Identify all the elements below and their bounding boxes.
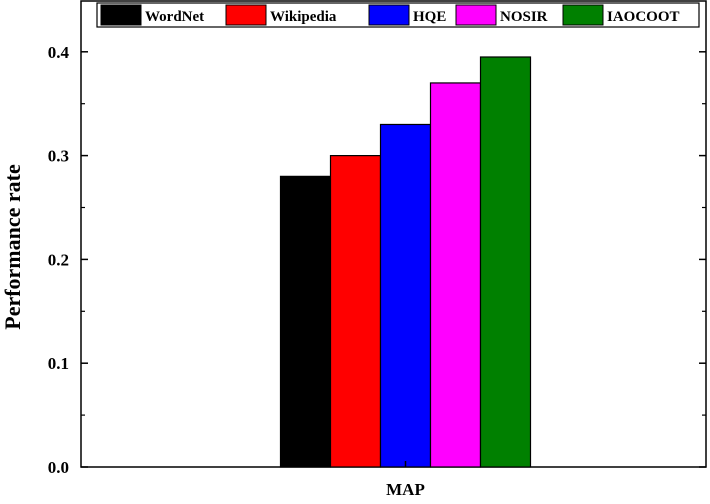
x-category-label-0: MAP [386, 480, 425, 499]
legend-label-wordnet: WordNet [145, 9, 204, 25]
bar-nosir [429, 82, 482, 468]
bar-iaocoot [479, 56, 532, 468]
y-tick-label-2: 0.2 [48, 250, 69, 269]
y-axis-title: Performance rate [0, 164, 25, 330]
y-tick-label-1: 0.1 [48, 354, 69, 373]
y-tick-label-0: 0.0 [48, 458, 69, 477]
y-tick-label-4: 0.4 [48, 43, 70, 62]
legend-swatch-wikipedia [225, 4, 267, 26]
legend-swatch-iaocoot [562, 4, 604, 26]
legend-label-wikipedia: Wikipedia [270, 9, 337, 25]
legend-label-nosir: NOSIR [500, 9, 548, 25]
y-tick-label-3: 0.3 [48, 147, 69, 166]
bar-hqe [379, 123, 432, 468]
legend-swatch-nosir [455, 4, 497, 26]
bar-wordnet [279, 175, 332, 468]
legend-swatch-wordnet [100, 4, 142, 26]
bars [279, 56, 532, 468]
legend: WordNet Wikipedia HQE NOSIR IAOCOOT [96, 2, 700, 28]
x-axis: MAP [386, 461, 425, 499]
bar-wikipedia [329, 155, 382, 468]
y-axis: 0.0 0.1 0.2 0.3 0.4 [48, 43, 706, 477]
legend-label-hqe: HQE [413, 9, 446, 25]
legend-label-iaocoot: IAOCOOT [607, 9, 680, 25]
legend-swatch-hqe [368, 4, 410, 26]
